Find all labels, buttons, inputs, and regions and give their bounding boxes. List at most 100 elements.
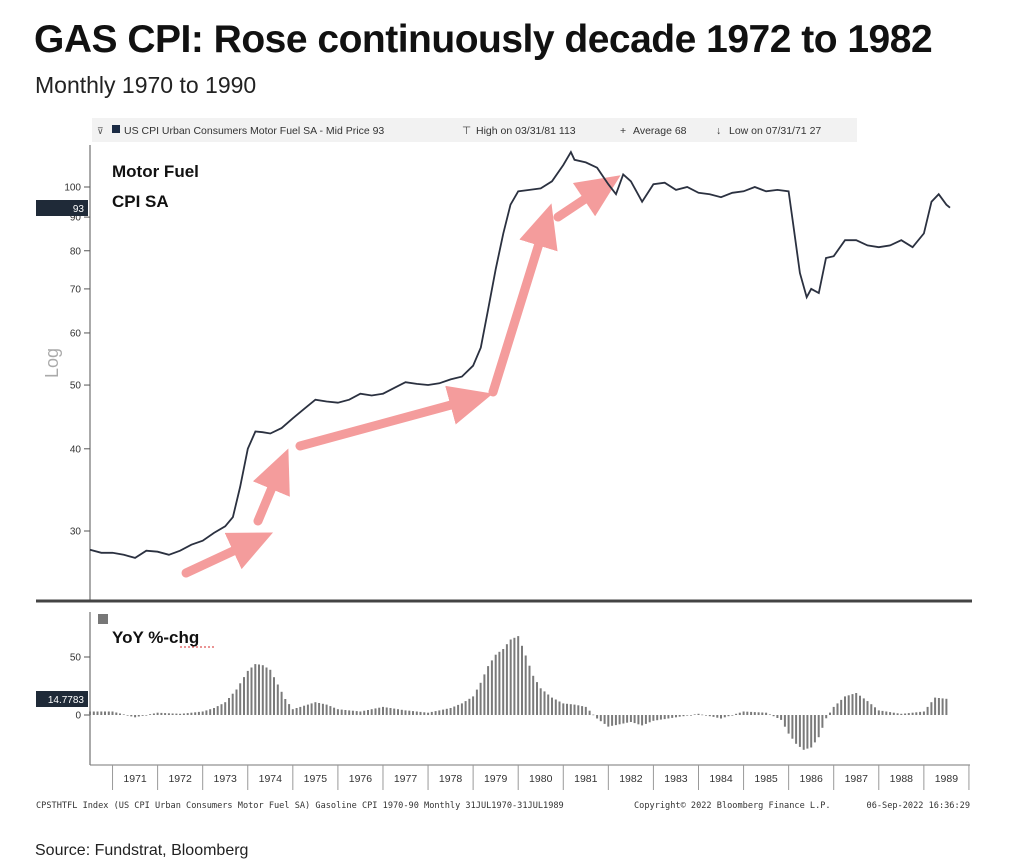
yoy-bar: [475, 689, 478, 715]
yoy-bar: [584, 706, 587, 715]
yoy-bar: [859, 695, 861, 715]
yoy-bar: [937, 698, 940, 715]
yoy-bar: [810, 715, 813, 748]
yoy-bar: [314, 702, 317, 715]
yoy-bar: [524, 655, 527, 715]
yoy-bars: [89, 636, 948, 750]
x-tick-label: 1977: [394, 773, 418, 785]
x-tick-label: 1989: [935, 773, 959, 785]
yoy-bar: [487, 666, 490, 715]
yoy-bar: [798, 715, 801, 747]
yoy-bar: [299, 706, 302, 715]
yoy-bar: [547, 694, 550, 715]
yoy-bar: [521, 645, 523, 715]
x-tick-label: 1983: [664, 773, 688, 785]
yoy-bar: [100, 711, 103, 715]
legend-strip: [92, 118, 857, 142]
yoy-bar: [705, 715, 707, 716]
page-title: GAS CPI: Rose continuously decade 1972 t…: [34, 18, 933, 61]
yoy-bar: [581, 706, 584, 715]
yoy-bar: [359, 711, 362, 715]
yoy-bar: [325, 704, 328, 715]
top-y-tick-label: 70: [70, 284, 82, 295]
yoy-bar: [107, 711, 110, 715]
yoy-bar: [840, 699, 843, 715]
yoy-bar: [348, 710, 351, 715]
top-panel-label-line2: CPI SA: [112, 192, 169, 211]
yoy-bar: [603, 715, 606, 724]
yoy-bar: [419, 711, 422, 715]
yoy-bar: [768, 714, 771, 715]
yoy-bar: [599, 715, 602, 722]
yoy-bar: [806, 715, 809, 749]
x-tick-label: 1976: [349, 773, 373, 785]
top-y-axis: 30 40 50 60 70 80 90 100: [64, 183, 90, 538]
yoy-bar: [472, 696, 475, 715]
yoy-bar: [637, 715, 640, 725]
yoy-bar: [269, 669, 272, 715]
yoy-bar: [727, 715, 730, 717]
yoy-bar: [509, 639, 512, 715]
yoy-bar: [374, 708, 377, 715]
yoy-bar: [539, 688, 542, 715]
yoy-bar: [197, 711, 200, 715]
yoy-bar: [250, 667, 253, 715]
x-tick-label: 1988: [890, 773, 914, 785]
yoy-bar: [438, 710, 441, 715]
yoy-bar: [543, 691, 546, 715]
yoy-bar: [329, 706, 332, 715]
yoy-bar: [239, 683, 242, 715]
yoy-bar: [400, 709, 403, 715]
yoy-bar: [701, 714, 704, 716]
yoy-bar: [607, 715, 610, 727]
yoy-bar: [761, 712, 764, 715]
yoy-bar: [96, 711, 99, 715]
yoy-bar: [738, 712, 741, 715]
yoy-bar: [825, 715, 828, 719]
page-subtitle: Monthly 1970 to 1990: [35, 72, 257, 98]
yoy-bar: [258, 664, 260, 715]
yoy-bar: [611, 715, 614, 726]
legend-series-swatch: [112, 125, 120, 133]
legend-high-icon: ⊤: [462, 125, 471, 137]
trend-arrow-5: [553, 175, 621, 222]
yoy-bar: [618, 715, 621, 725]
yoy-bar: [404, 710, 407, 715]
top-panel-label-line1: Motor Fuel: [112, 162, 199, 181]
yoy-bar: [791, 715, 794, 739]
yoy-bar: [678, 715, 681, 717]
yoy-bar: [321, 703, 324, 715]
x-tick-label: 1974: [259, 773, 283, 785]
yoy-bar: [479, 682, 482, 715]
yoy-bar: [708, 715, 711, 717]
yoy-bar: [753, 712, 756, 715]
yoy-bar: [900, 713, 903, 715]
yoy-bar: [336, 709, 339, 715]
yoy-bar: [772, 715, 775, 717]
yoy-bar: [517, 636, 520, 715]
x-tick-label: 1973: [214, 773, 238, 785]
yoy-bar: [397, 709, 399, 715]
bottom-panel-label: YoY %-chg: [112, 628, 199, 647]
yoy-bar: [562, 703, 565, 715]
yoy-bar: [351, 710, 354, 715]
yoy-bar: [731, 715, 734, 716]
yoy-bar: [866, 701, 869, 715]
yoy-bar: [881, 710, 884, 715]
trend-arrow-1: [181, 532, 274, 578]
yoy-bar: [716, 715, 719, 718]
yoy-bar: [528, 665, 531, 715]
yoy-bar: [378, 707, 381, 715]
yoy-bar: [355, 711, 358, 715]
yoy-bar: [171, 713, 174, 715]
yoy-bar: [261, 665, 264, 715]
yoy-bar: [213, 708, 215, 715]
yoy-bar: [89, 711, 91, 715]
yoy-bar: [847, 695, 850, 715]
yoy-bar: [228, 698, 230, 715]
yoy-bar: [393, 708, 396, 715]
yoy-bar: [498, 651, 501, 715]
yoy-bar: [558, 701, 561, 715]
yoy-bar: [231, 693, 234, 715]
bottom-legend-swatch: [98, 614, 108, 624]
